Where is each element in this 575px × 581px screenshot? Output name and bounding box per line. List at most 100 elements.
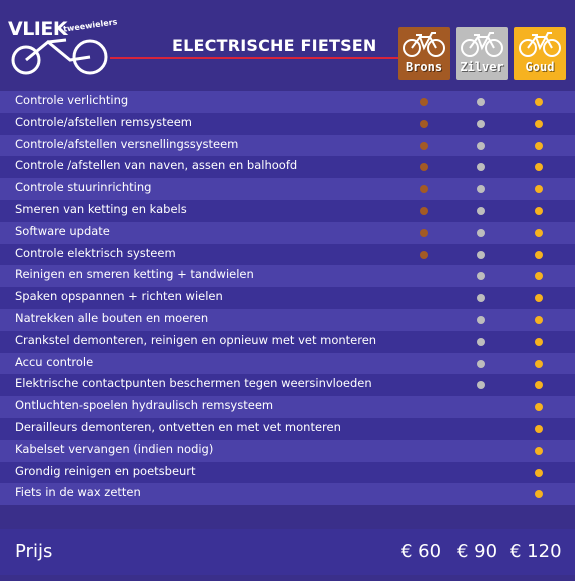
goud-included-dot <box>535 163 543 172</box>
goud-included-dot <box>535 315 543 324</box>
table-row: Elektrische contactpunten beschermen teg… <box>0 374 575 397</box>
package-brons-label: Brons <box>405 60 443 74</box>
logo-word: VLIEK <box>8 18 68 40</box>
brons-included-dot <box>420 119 428 128</box>
zilver-included-dot <box>477 337 485 346</box>
brons-included-dot <box>420 228 428 237</box>
table-row: Controle stuurinrichting <box>0 178 575 200</box>
table-row: Derailleurs demonteren, ontvetten en met… <box>0 417 575 440</box>
brons-included-dot <box>420 141 428 150</box>
goud-included-dot <box>535 141 543 150</box>
services-table: Controle verlichting Controle/afstellen r… <box>0 91 575 506</box>
service-label: Software update <box>15 223 110 238</box>
service-label: Controle verlichting <box>15 93 129 107</box>
zilver-included-dot <box>477 185 485 194</box>
goud-included-dot <box>535 468 543 477</box>
price-label: Prijs <box>15 541 53 562</box>
goud-included-dot <box>535 119 543 128</box>
table-row: Spaken opspannen + richten wielen <box>0 287 575 309</box>
table-row: Smeren van ketting en kabels <box>0 199 575 222</box>
service-label: Fiets in de wax zetten <box>15 485 141 500</box>
price-brons: € 60 <box>401 541 442 562</box>
service-label: Accu controle <box>15 354 94 369</box>
table-row: Controle verlichting <box>0 91 575 113</box>
goud-included-dot <box>535 228 543 237</box>
goud-included-dot <box>535 250 543 259</box>
table-row: Controle /afstellen van naven, assen en … <box>0 156 575 179</box>
service-label: Controle/afstellen remsysteem <box>15 114 193 129</box>
table-row: Controle/afstellen versnellingssysteem <box>0 134 575 157</box>
table-row: Ontluchten-spoelen hydraulisch remsystee… <box>0 396 575 418</box>
goud-included-dot <box>535 337 543 346</box>
goud-included-dot <box>535 359 543 368</box>
brons-included-dot <box>420 250 428 259</box>
bike-logo-icon <box>11 38 108 75</box>
package-goud-badge: Goud <box>514 27 566 80</box>
goud-included-dot <box>535 446 543 455</box>
table-row: Crankstel demonteren, reinigen en opnieu… <box>0 330 575 353</box>
zilver-included-dot <box>477 98 485 106</box>
bicycle-icon <box>519 32 561 57</box>
service-label: Natrekken alle bouten en moeren <box>15 310 209 325</box>
service-label: Kabelset vervangen (indien nodig) <box>15 441 214 456</box>
table-row: Natrekken alle bouten en moeren <box>0 308 575 331</box>
service-label: Derailleurs demonteren, ontvetten en met… <box>15 419 341 434</box>
zilver-included-dot <box>477 163 485 172</box>
zilver-included-dot <box>477 315 485 324</box>
service-label: Ontluchten-spoelen hydraulisch remsystee… <box>15 398 274 413</box>
service-label: Reinigen en smeren ketting + tandwielen <box>15 267 254 282</box>
service-label: Smeren van ketting en kabels <box>15 201 187 216</box>
bicycle-icon <box>403 32 445 57</box>
service-label: Spaken opspannen + richten wielen <box>15 289 223 304</box>
service-label: Controle stuurinrichting <box>15 180 152 195</box>
table-row: Reinigen en smeren ketting + tandwielen <box>0 265 575 288</box>
table-row: Accu controle <box>0 352 575 375</box>
title-underline <box>110 57 398 59</box>
goud-included-dot <box>535 424 543 433</box>
service-label: Crankstel demonteren, reinigen en opnieu… <box>15 332 377 347</box>
brons-included-dot <box>420 98 428 106</box>
zilver-included-dot <box>477 294 485 303</box>
goud-included-dot <box>535 98 543 106</box>
goud-included-dot <box>535 272 543 281</box>
table-row: Software update <box>0 221 575 244</box>
brons-included-dot <box>420 163 428 172</box>
service-label: Elektrische contactpunten beschermen teg… <box>15 376 372 391</box>
package-goud-label: Goud <box>525 60 555 74</box>
zilver-included-dot <box>477 272 485 281</box>
service-label: Controle/afstellen versnellingssysteem <box>15 136 239 151</box>
service-label: Controle elektrisch systeem <box>15 245 176 260</box>
table-row: Controle elektrisch systeem <box>0 243 575 266</box>
price-goud: € 120 <box>510 541 562 562</box>
goud-included-dot <box>535 206 543 215</box>
zilver-included-dot <box>477 206 485 215</box>
zilver-included-dot <box>477 359 485 368</box>
package-brons-badge: Brons <box>398 27 450 80</box>
price-zilver: € 90 <box>457 541 498 562</box>
zilver-included-dot <box>477 119 485 128</box>
package-zilver-label: Zilver <box>460 60 504 74</box>
table-row: Kabelset vervangen (indien nodig) <box>0 439 575 462</box>
service-label: Grondig reinigen en poetsbeurt <box>15 463 196 478</box>
goud-included-dot <box>535 294 543 303</box>
table-row: Grondig reinigen en poetsbeurt <box>0 461 575 484</box>
goud-included-dot <box>535 490 543 499</box>
package-zilver-badge: Zilver <box>456 27 508 80</box>
zilver-included-dot <box>477 228 485 237</box>
service-label: Controle /afstellen van naven, assen en … <box>15 158 298 173</box>
zilver-included-dot <box>477 381 485 390</box>
table-row: Fiets in de wax zetten <box>0 483 575 506</box>
goud-included-dot <box>535 185 543 194</box>
zilver-included-dot <box>477 250 485 259</box>
price-row: Prijs € 60 € 90 € 120 <box>0 529 575 575</box>
header: VLIEK tweewielers ELECTRISCHE FIETSEN Br… <box>0 0 575 88</box>
table-row: Controle/afstellen remsysteem <box>0 112 575 135</box>
goud-included-dot <box>535 403 543 412</box>
brons-included-dot <box>420 206 428 215</box>
bicycle-icon <box>461 32 503 57</box>
vliek-logo: VLIEK tweewielers <box>8 16 118 80</box>
page-title: ELECTRISCHE FIETSEN <box>172 36 377 55</box>
zilver-included-dot <box>477 141 485 150</box>
brons-included-dot <box>420 185 428 194</box>
goud-included-dot <box>535 381 543 390</box>
